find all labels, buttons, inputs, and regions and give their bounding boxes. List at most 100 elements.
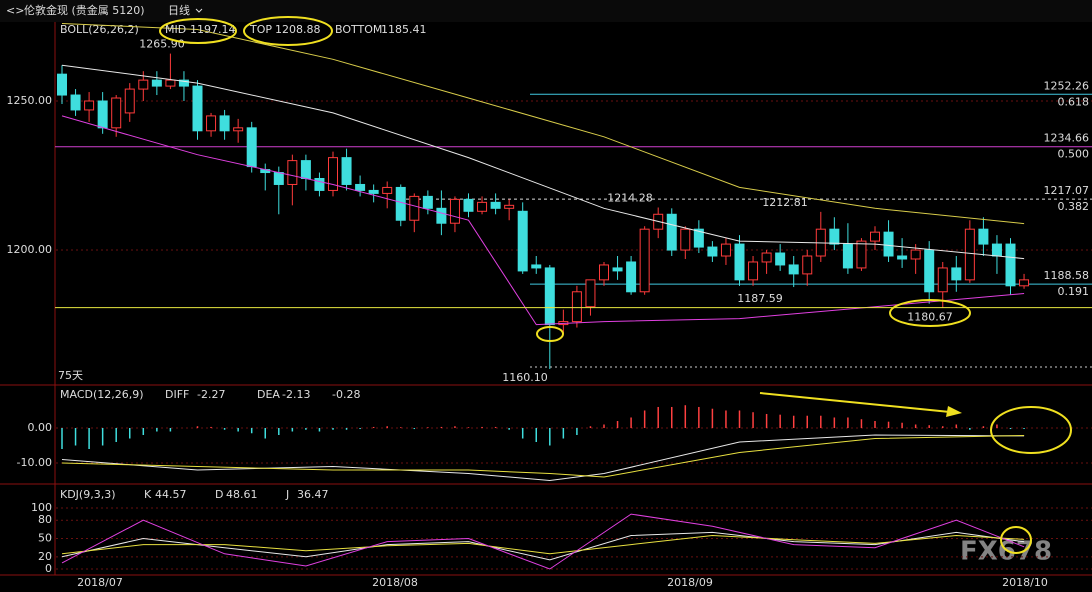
candle-body (897, 255, 908, 260)
candle-body (748, 261, 759, 281)
candle-body (328, 157, 338, 191)
candle-body (761, 252, 772, 263)
dropdown-icon (195, 8, 203, 13)
candle-body (490, 201, 501, 209)
legend-value: 36.47 (297, 488, 329, 501)
candle-body (477, 201, 488, 212)
candle-body (246, 127, 257, 168)
legend-name: MID (165, 23, 186, 36)
candle-body (219, 115, 230, 132)
highlight-ellipse (1000, 526, 1032, 554)
candle-body (287, 160, 298, 185)
price-annotation: 1214.28 (607, 191, 653, 204)
highlight-ellipse (159, 18, 237, 44)
candle-body (842, 243, 853, 269)
fib-ratio: 0.382 (1058, 200, 1090, 213)
indicator-line (61, 64, 1025, 260)
candle-body (206, 115, 217, 132)
candle-body (1005, 243, 1016, 287)
arrow (759, 392, 951, 413)
candle-body (802, 255, 813, 275)
legend-name: J (285, 488, 289, 501)
candle-body (775, 252, 786, 266)
candle-body (626, 261, 637, 293)
candle-body (382, 186, 393, 194)
candle-body (436, 207, 447, 224)
y-tick-label: 1200.00 (7, 243, 53, 256)
y-tick-label: 80 (38, 513, 52, 526)
indicator-line (61, 513, 1025, 570)
candle-body (924, 249, 935, 293)
toolbar (0, 0, 1092, 22)
symbol-title[interactable]: 伦敦金现 (贵金属 5120) (24, 3, 145, 17)
candle-body (571, 291, 582, 323)
fib-value: 1234.66 (1044, 132, 1090, 145)
candle-body (355, 183, 366, 191)
period-selector[interactable]: 日线 (168, 3, 190, 17)
y-tick-label: 50 (38, 532, 52, 545)
candle-body (463, 198, 474, 212)
candle-body (138, 79, 149, 90)
price-annotation: 1187.59 (737, 292, 783, 305)
highlight-ellipse (889, 299, 971, 327)
candle-body (151, 79, 162, 87)
candle-body (720, 243, 731, 257)
candle-body (178, 79, 189, 87)
candle-body (300, 160, 311, 180)
fib-value: 1217.07 (1044, 184, 1090, 197)
indicator-line (61, 115, 1025, 326)
period-count: 75天 (58, 369, 83, 382)
candle-body (531, 264, 542, 269)
icon: <> (6, 4, 24, 17)
candle-body (666, 213, 677, 251)
legend-value: 48.61 (226, 488, 258, 501)
x-tick-label: 2018/09 (667, 576, 713, 589)
candle-body (734, 243, 745, 281)
candle-body (544, 267, 555, 326)
legend-name: K (144, 488, 152, 501)
candle-body (639, 228, 650, 293)
legend-value: -2.27 (197, 388, 225, 401)
candle-body (599, 264, 609, 281)
fib-ratio: 0.618 (1058, 95, 1090, 108)
macd-value: -0.28 (332, 388, 360, 401)
candle-body (192, 85, 203, 132)
indicator-line (61, 531, 1025, 561)
candle-body (70, 94, 81, 111)
legend-value: 1208.88 (275, 23, 321, 36)
legend-name: DIFF (165, 388, 189, 401)
y-tick-label: -10.00 (17, 456, 52, 469)
indicator-line (61, 435, 1025, 478)
candle-body (883, 231, 894, 257)
x-tick-label: 2018/08 (372, 576, 418, 589)
indicator-label: KDJ(9,3,3) (60, 488, 116, 501)
candle-body (422, 195, 433, 209)
candle-body (693, 228, 704, 248)
candle-body (951, 267, 962, 281)
candle-body (111, 97, 122, 129)
candle-body (964, 228, 975, 281)
fib-ratio: 0.500 (1058, 148, 1090, 161)
candle-body (788, 264, 799, 275)
legend-name: BOTTOM (335, 23, 382, 36)
y-tick-label: 1250.00 (7, 94, 53, 107)
candle-body (1019, 279, 1030, 287)
candle-body (395, 186, 406, 221)
legend-value: -2.13 (282, 388, 310, 401)
price-annotation: 1265.90 (139, 38, 185, 51)
price-annotation: 1180.67 (907, 311, 953, 324)
price-annotation: 1212.81 (762, 196, 808, 209)
candle-body (409, 195, 420, 221)
fib-value: 1252.26 (1044, 79, 1090, 92)
legend-name: D (215, 488, 223, 501)
candle-body (910, 249, 921, 260)
candle-body (856, 240, 867, 269)
candle-body (978, 228, 989, 245)
candle-body (273, 172, 284, 185)
y-tick-label: 100 (31, 501, 52, 514)
highlight-ellipse (243, 16, 333, 46)
candle-body (97, 100, 108, 129)
highlight-ellipse (990, 406, 1072, 454)
candle-body (680, 228, 691, 251)
